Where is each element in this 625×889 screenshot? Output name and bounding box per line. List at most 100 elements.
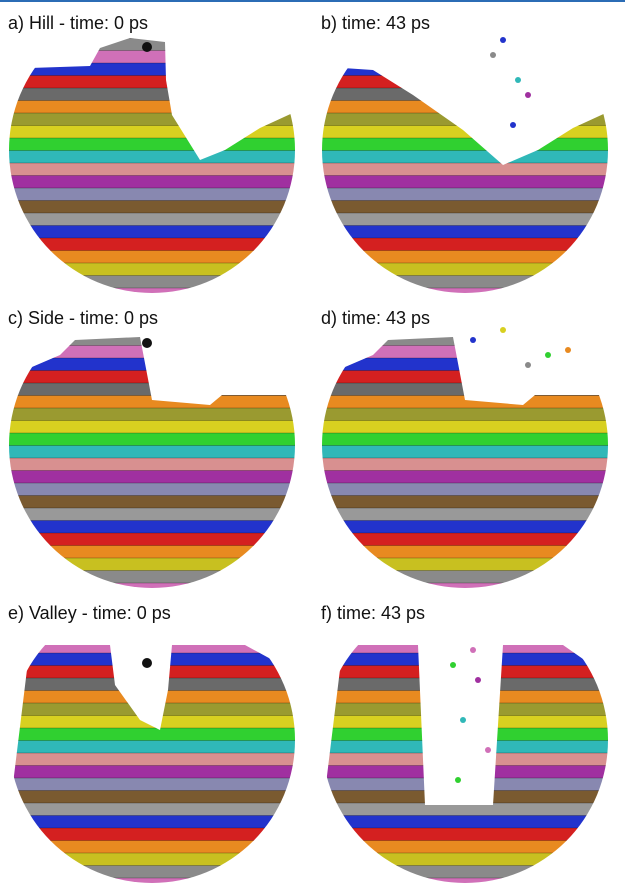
atom-layer <box>313 346 618 359</box>
atom-layer <box>0 446 305 459</box>
atom-layer <box>313 741 618 754</box>
panel-label: f) time: 43 ps <box>321 603 425 623</box>
atom-layer <box>313 866 618 879</box>
debris <box>500 37 506 43</box>
atom-layer <box>0 716 305 729</box>
atom-layer <box>313 88 618 101</box>
atom-layer <box>313 571 618 584</box>
atom-layer <box>0 113 305 126</box>
atom-layer <box>0 251 305 264</box>
atom-layer <box>313 176 618 189</box>
atom-layer <box>0 421 305 434</box>
projectile <box>142 338 152 348</box>
atom-layer <box>0 151 305 164</box>
atom-layer <box>313 728 618 741</box>
debris <box>565 347 571 353</box>
atom-layer <box>0 778 305 791</box>
atom-layers <box>0 333 305 608</box>
atom-layer <box>313 653 618 666</box>
panel: a) Hill - time: 0 ps <box>0 13 305 313</box>
atom-layer <box>0 188 305 201</box>
atom-layer <box>0 533 305 546</box>
atom-layer <box>0 138 305 151</box>
atom-layer <box>313 878 618 884</box>
atom-layer <box>313 791 618 804</box>
atom-layer <box>313 188 618 201</box>
top-rule <box>0 0 625 2</box>
panel-label: d) time: 43 ps <box>321 308 430 328</box>
atom-layer <box>0 226 305 239</box>
panel: e) Valley - time: 0 ps <box>0 603 305 884</box>
debris <box>470 337 476 343</box>
atom-layer <box>313 583 618 596</box>
atom-layer <box>0 126 305 139</box>
debris <box>510 122 516 128</box>
debris <box>470 647 476 653</box>
atom-layers <box>313 628 618 884</box>
atom-layer <box>313 238 618 251</box>
debris <box>455 777 461 783</box>
atom-layer <box>313 213 618 226</box>
debris <box>490 52 496 58</box>
projectile <box>142 42 152 52</box>
page: a) Hill - time: 0 psb) time: 43 ps c) Sid… <box>0 0 625 884</box>
atom-layer <box>313 446 618 459</box>
atom-layer <box>313 496 618 509</box>
atom-layer <box>0 383 305 396</box>
debris <box>460 717 466 723</box>
panel: d) time: 43 ps <box>313 308 618 608</box>
atom-layer <box>0 766 305 779</box>
atom-layer <box>0 878 305 884</box>
atom-layer <box>0 238 305 251</box>
atom-layer <box>0 76 305 89</box>
atom-layer <box>313 263 618 276</box>
atom-layer <box>0 816 305 829</box>
atom-layer <box>313 76 618 89</box>
atom-layer <box>0 546 305 559</box>
atom-layer <box>313 628 618 641</box>
atom-layer <box>313 803 618 816</box>
atom-layer <box>0 288 305 301</box>
atom-layer <box>313 126 618 139</box>
debris <box>485 747 491 753</box>
debris <box>525 362 531 368</box>
atom-layer <box>313 163 618 176</box>
atom-layer <box>0 276 305 289</box>
atom-layer <box>0 38 305 51</box>
atom-layer <box>313 51 618 64</box>
atom-layer <box>0 641 305 654</box>
atom-layers <box>0 628 305 884</box>
atom-layer <box>313 853 618 866</box>
atom-layer <box>0 571 305 584</box>
panel-label: c) Side - time: 0 ps <box>8 308 158 328</box>
atom-layer <box>313 276 618 289</box>
atom-layer <box>313 358 618 371</box>
panel: c) Side - time: 0 ps <box>0 308 305 608</box>
atom-layer <box>0 163 305 176</box>
atom-layers <box>313 333 618 608</box>
atom-layer <box>313 288 618 301</box>
atom-layer <box>0 371 305 384</box>
panel: b) time: 43 ps <box>313 13 618 313</box>
atom-layer <box>313 546 618 559</box>
atom-layer <box>0 628 305 641</box>
debris <box>545 352 551 358</box>
atom-layer <box>0 653 305 666</box>
atom-layer <box>313 63 618 76</box>
atom-layer <box>0 521 305 534</box>
atom-layer <box>0 408 305 421</box>
atom-layer <box>313 471 618 484</box>
atom-layer <box>0 483 305 496</box>
atom-layer <box>313 841 618 854</box>
atom-layer <box>0 691 305 704</box>
atom-layer <box>0 176 305 189</box>
atom-layer <box>0 803 305 816</box>
atom-layer <box>0 458 305 471</box>
atom-layer <box>313 778 618 791</box>
atom-layer <box>313 383 618 396</box>
atom-layer <box>313 703 618 716</box>
atom-layer <box>313 678 618 691</box>
projectile <box>142 658 152 668</box>
atom-layer <box>0 358 305 371</box>
atom-layer <box>0 853 305 866</box>
